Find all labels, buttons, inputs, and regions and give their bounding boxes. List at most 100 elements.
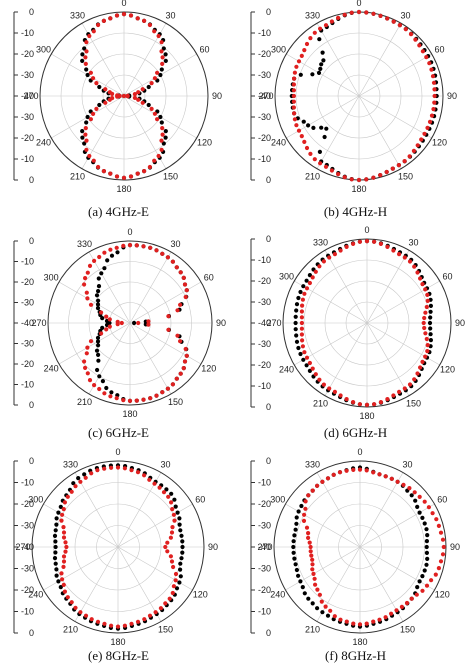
series-2-point <box>156 33 161 39</box>
series-2-point <box>421 320 426 326</box>
series-2-point <box>299 326 304 331</box>
polar-chart-e: 0 30 60 90 120 150 180 210 240 270 300 330 0 -10 -20 -3… <box>13 448 218 646</box>
series-2-point <box>152 76 157 81</box>
series-2-point <box>146 322 151 327</box>
series-1-point <box>178 561 183 566</box>
series-2-point <box>89 617 94 622</box>
series-1-point <box>315 606 320 611</box>
series-2-point <box>390 166 395 171</box>
series-2-point <box>306 535 311 540</box>
radial-tick-label: -40 <box>258 91 271 101</box>
series-1-point <box>294 567 299 573</box>
series-2-point <box>414 592 419 597</box>
series-1-point <box>80 58 85 64</box>
grid-spoke <box>358 95 432 139</box>
series-2-point <box>344 244 349 249</box>
series-2-point <box>420 359 425 364</box>
series-1-point <box>52 556 58 561</box>
series-1-point <box>179 556 184 561</box>
series-1-point <box>294 308 299 313</box>
series-2-point <box>312 576 317 581</box>
series-2-point <box>294 64 299 69</box>
series-1-point <box>95 306 101 311</box>
series-1-point <box>100 379 105 384</box>
series-2-point <box>115 465 121 470</box>
series-2-point <box>127 243 133 248</box>
series-2-point <box>160 61 165 66</box>
series-2-point <box>174 265 179 270</box>
angle-tick-label: 210 <box>305 624 320 634</box>
series-1-point <box>53 539 58 544</box>
series-2-point <box>427 61 432 66</box>
series-2-point <box>91 29 96 34</box>
series-2-point <box>422 499 427 504</box>
series-2-point <box>165 540 170 545</box>
radial-tick-label: 0 <box>29 628 34 638</box>
series-2-point <box>292 76 297 81</box>
angle-tick-label: 180 <box>110 637 125 646</box>
series-1-point <box>292 556 297 561</box>
chart-caption-e: (e) 8GHz-E <box>88 648 149 663</box>
series-1-point <box>95 339 101 344</box>
radial-tick-label: -20 <box>258 276 271 286</box>
series-2-point <box>313 372 318 377</box>
series-1-point <box>428 309 433 314</box>
series-1-point <box>319 62 324 67</box>
series-1-point <box>318 66 323 71</box>
radial-tick-label: -20 <box>21 499 34 509</box>
series-2-point <box>83 55 88 60</box>
series-1-point <box>174 586 180 591</box>
radial-tick-label: -40 <box>258 318 271 328</box>
series-1-point <box>158 72 163 78</box>
series-2-point <box>122 623 127 628</box>
series-2-point <box>408 31 414 37</box>
series-2-point <box>170 590 175 596</box>
angle-tick-label: 30 <box>408 237 418 247</box>
series-1-point <box>82 141 87 146</box>
angle-tick-label: 150 <box>400 624 415 634</box>
series-2-point <box>183 346 188 352</box>
series-2-point <box>377 472 382 477</box>
series-2-point <box>329 168 334 173</box>
series-1-point <box>53 561 58 566</box>
series-2-point <box>83 365 88 370</box>
series-1-point <box>293 562 298 567</box>
radial-tick-label: -30 <box>21 521 34 531</box>
series-2-point <box>425 343 430 348</box>
angle-tick-label: 30 <box>402 460 412 470</box>
series-2-point <box>178 270 183 275</box>
series-2-point <box>308 549 313 554</box>
series-2-point <box>344 397 349 402</box>
series-2-point <box>331 472 336 477</box>
series-2-point <box>394 608 399 613</box>
series-2-point <box>61 559 67 564</box>
series-2-point <box>291 99 296 104</box>
series-2-point <box>321 382 326 387</box>
radial-tick-label: -10 <box>21 154 34 164</box>
series-2-point <box>412 490 417 495</box>
series-2-point <box>178 339 183 344</box>
series-2-point <box>170 382 175 387</box>
series-2-point <box>344 619 349 624</box>
series-1-point <box>293 320 298 326</box>
series-2-point <box>154 393 159 398</box>
angle-tick-label: 90 <box>447 91 457 101</box>
series-2-point <box>389 611 394 616</box>
angle-tick-label: 300 <box>28 495 43 505</box>
angle-tick-label: 180 <box>351 184 366 194</box>
series-2-point <box>101 169 106 174</box>
series-1-point <box>291 539 296 544</box>
series-2-point <box>302 48 307 53</box>
series-2-point <box>389 476 394 481</box>
series-2-point <box>424 336 429 342</box>
radial-tick-label: -20 <box>258 133 271 143</box>
radial-tick-label: -30 <box>258 70 271 80</box>
series-1-point <box>161 141 166 146</box>
series-2-point <box>84 49 89 54</box>
series-2-point <box>407 486 412 491</box>
series-2-point <box>107 90 112 95</box>
chart-caption-a: (a) 4GHz-E <box>88 204 149 219</box>
angle-tick-label: 0 <box>356 0 361 8</box>
series-1-point <box>97 374 102 379</box>
series-2-point <box>372 239 377 244</box>
